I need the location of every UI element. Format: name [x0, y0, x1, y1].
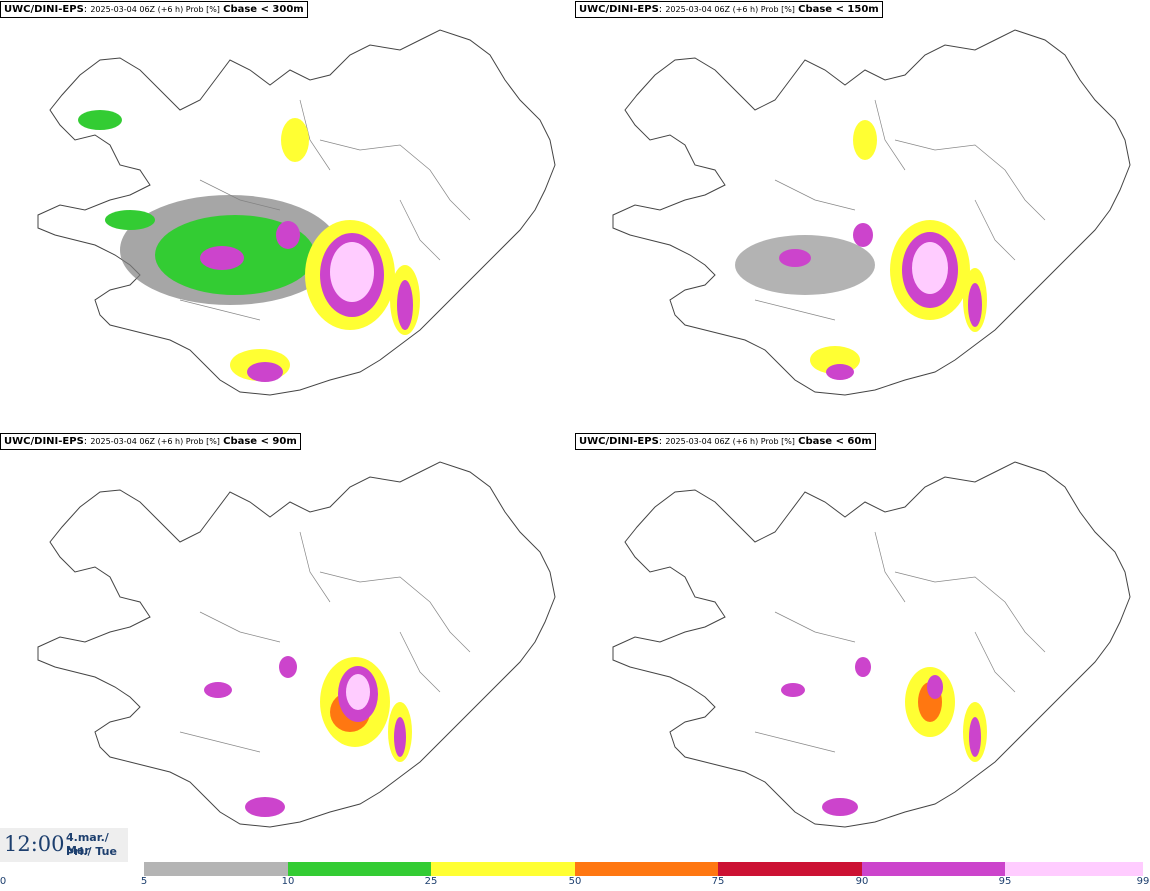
panel-title: UWC/DINI-EPS: 2025-03-04 06Z (+6 h) Prob… [575, 1, 883, 18]
legend-tick-label: 0 [0, 876, 7, 887]
legend-swatch [575, 862, 718, 876]
legend-swatch [1005, 862, 1143, 876]
map-panel-cbase-60: UWC/DINI-EPS: 2025-03-04 06Z (+6 h) Prob… [575, 432, 1150, 862]
valid-time-box: 12:00 4.mar./ Mar Þri./ Tue [0, 828, 128, 862]
legend-tick-label: 50 [568, 876, 582, 887]
legend-tick-label: 25 [424, 876, 438, 887]
panel-title: UWC/DINI-EPS: 2025-03-04 06Z (+6 h) Prob… [0, 433, 301, 450]
legend-tick-label: 75 [711, 876, 725, 887]
legend-tick-label: 99 [1136, 876, 1150, 887]
legend-tick-label: 95 [998, 876, 1012, 887]
probability-map [37, 461, 556, 828]
probability-map [37, 29, 556, 396]
probability-map [612, 29, 1131, 396]
legend-swatch [288, 862, 431, 876]
probability-areas [78, 110, 420, 382]
legend-tick-label: 10 [281, 876, 295, 887]
legend-tick-label: 5 [140, 876, 148, 887]
map-panel-cbase-150: UWC/DINI-EPS: 2025-03-04 06Z (+6 h) Prob… [575, 0, 1150, 430]
legend-swatch [862, 862, 1005, 876]
valid-day: Þri./ Tue [66, 845, 117, 858]
panel-title: UWC/DINI-EPS: 2025-03-04 06Z (+6 h) Prob… [0, 1, 308, 18]
legend-swatch [718, 862, 862, 876]
probability-areas [781, 657, 987, 816]
legend-swatch [144, 862, 288, 876]
panel-title: UWC/DINI-EPS: 2025-03-04 06Z (+6 h) Prob… [575, 433, 876, 450]
map-panel-cbase-90: UWC/DINI-EPS: 2025-03-04 06Z (+6 h) Prob… [0, 432, 575, 862]
probability-map [612, 461, 1131, 828]
valid-date: 4.mar./ Mar [66, 831, 109, 857]
valid-time: 12:00 [4, 832, 65, 856]
legend-swatch [431, 862, 575, 876]
map-panel-cbase-300: UWC/DINI-EPS: 2025-03-04 06Z (+6 h) Prob… [0, 0, 575, 430]
legend-tick-label: 90 [855, 876, 869, 887]
probability-areas [204, 656, 412, 817]
probability-areas [735, 120, 987, 380]
